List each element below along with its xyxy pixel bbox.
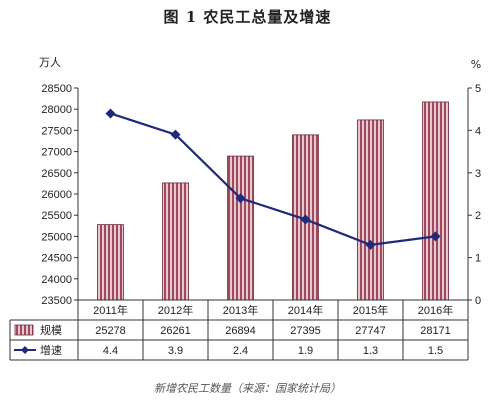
table-row-label: 规模 xyxy=(40,323,62,337)
category-label: 2014年 xyxy=(288,303,323,317)
table-cell: 25278 xyxy=(95,325,126,337)
bar xyxy=(422,101,449,301)
y-right-tick-label: 3 xyxy=(475,168,481,180)
line-point xyxy=(365,239,376,250)
chart-caption: 新增农民工数量（来源：国家统计局） xyxy=(154,382,341,395)
y-left-tick-label: 26000 xyxy=(41,189,72,201)
bar xyxy=(162,182,189,301)
table-cell: 27395 xyxy=(290,325,321,337)
table-cell: 1.3 xyxy=(363,345,378,357)
table-cell: 27747 xyxy=(355,325,386,337)
y-left-tick-label: 27000 xyxy=(41,147,72,159)
y-axis-right-label: % xyxy=(471,58,481,71)
y-right-tick-label: 1 xyxy=(475,253,481,265)
y-left-tick-label: 28000 xyxy=(41,104,72,116)
table-row-label: 增速 xyxy=(40,343,62,357)
bar xyxy=(227,155,254,301)
legend-line-marker xyxy=(21,346,29,354)
table-cell: 26894 xyxy=(225,325,256,337)
plot-area: 23500 24000 24500 25000 25500 26000 26500 27000… xyxy=(9,83,481,361)
category-label: 2011年 xyxy=(93,303,128,317)
y-left-tick-label: 28500 xyxy=(41,83,72,95)
bar xyxy=(357,119,384,301)
line-point xyxy=(235,193,246,204)
category-label: 2013年 xyxy=(223,303,258,317)
table-cell: 4.4 xyxy=(103,345,118,357)
chart-title: 图 1 农民工总量及增速 xyxy=(163,8,332,26)
line-point xyxy=(105,108,116,119)
category-label: 2012年 xyxy=(158,303,193,317)
line-series xyxy=(110,112,436,247)
y-right-tick-label: 2 xyxy=(475,210,481,222)
y-right-tick-label: 5 xyxy=(475,83,481,95)
y-left-tick-label: 24000 xyxy=(41,274,72,286)
bar xyxy=(97,224,124,301)
table-cell: 28171 xyxy=(420,325,451,337)
y-left-tick-label: 23500 xyxy=(41,295,72,307)
y-right-tick-label: 4 xyxy=(475,125,481,137)
table-cell: 26261 xyxy=(160,325,191,337)
y-left-tick-label: 25000 xyxy=(41,231,72,243)
table-cell: 3.9 xyxy=(168,345,183,357)
category-label: 2016年 xyxy=(418,303,453,317)
y-axis-left-label: 万人 xyxy=(39,56,61,69)
legend-bar-key xyxy=(14,324,34,336)
line-point xyxy=(170,129,181,140)
y-right-tick-label: 0 xyxy=(475,295,481,307)
table-cell: 1.9 xyxy=(298,345,313,357)
y-left-tick-label: 24500 xyxy=(41,253,72,265)
line-point xyxy=(430,231,441,242)
y-left-tick-label: 25500 xyxy=(41,210,72,222)
y-left-tick-label: 26500 xyxy=(41,168,72,180)
y-left-tick-label: 27500 xyxy=(41,125,72,137)
category-label: 2015年 xyxy=(353,303,388,317)
line-point xyxy=(300,214,311,225)
table-cell: 2.4 xyxy=(233,345,248,357)
table-cell: 1.5 xyxy=(428,345,443,357)
